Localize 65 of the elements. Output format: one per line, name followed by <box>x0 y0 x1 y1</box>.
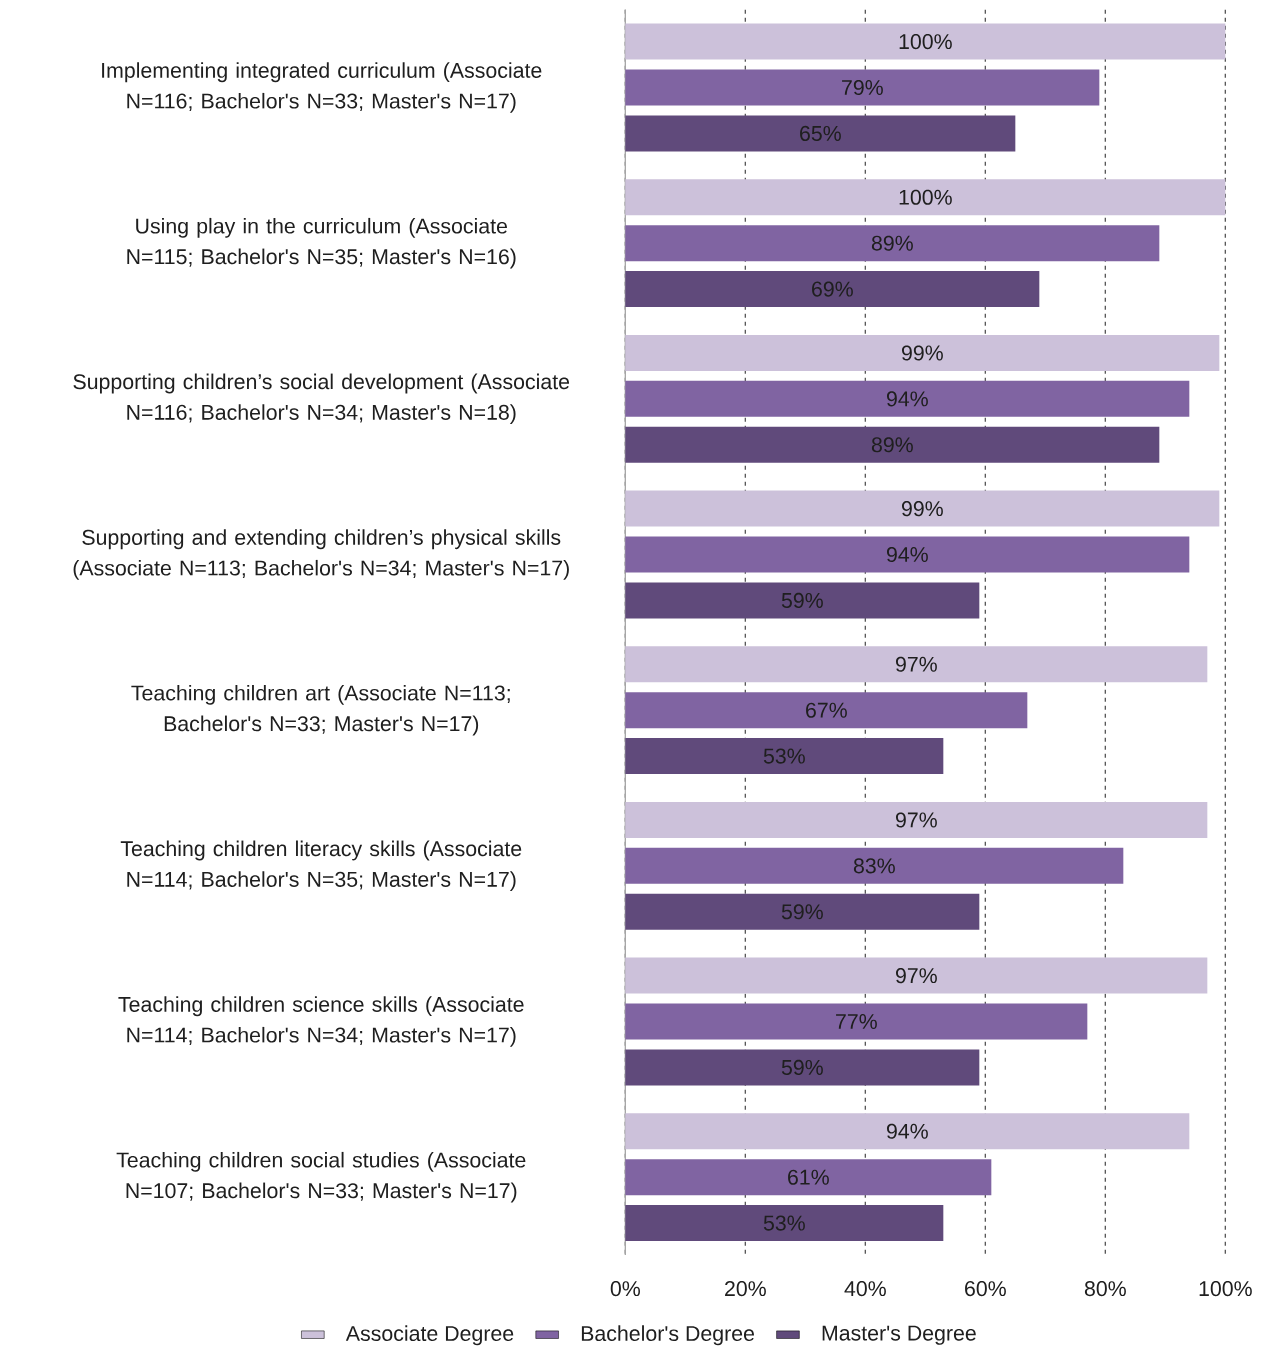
bar <box>625 426 1160 463</box>
data-label: 59% <box>781 592 823 608</box>
bar <box>625 334 1220 371</box>
data-label: 94% <box>886 391 928 407</box>
bar <box>625 692 1028 729</box>
data-label: 77% <box>836 1014 877 1029</box>
x-tick-label: 20% <box>725 1281 766 1297</box>
bar <box>625 1049 980 1086</box>
data-label: 97% <box>895 656 937 672</box>
x-tick-label: 80% <box>1084 1281 1126 1297</box>
y-tick-label: Teaching children science skills (Associate N=114; Bachelor's N=34; Master's N=17) <box>118 996 524 1047</box>
data-label: 83% <box>853 858 895 874</box>
data-label: 79% <box>842 79 883 96</box>
bar <box>625 179 1226 216</box>
legend-label: Associate Degree <box>345 1325 514 1346</box>
bar <box>625 1205 944 1242</box>
bar <box>625 69 1100 106</box>
data-label: 89% <box>871 235 913 251</box>
y-tick-label: Implementing integrated curriculum (Associate N=116; Bachelor's N=33; Master's N=17) <box>102 62 542 113</box>
data-label: 53% <box>763 748 805 764</box>
bar <box>625 23 1226 60</box>
bar <box>625 225 1160 262</box>
bar <box>625 271 1040 308</box>
data-label: 97% <box>895 812 937 828</box>
data-label: 69% <box>812 281 853 297</box>
data-label: 94% <box>886 546 928 563</box>
bar <box>625 536 1190 573</box>
data-label: 53% <box>763 1215 805 1231</box>
bar <box>625 957 1208 994</box>
bar <box>625 582 980 619</box>
data-label: 94% <box>886 1123 928 1139</box>
data-label: 67% <box>806 702 847 718</box>
data-label: 59% <box>781 904 823 920</box>
data-label: 100% <box>899 189 952 205</box>
bar <box>625 1159 992 1196</box>
data-label: 99% <box>901 501 943 517</box>
bar <box>625 738 944 775</box>
data-label: 59% <box>781 1059 823 1075</box>
bar <box>625 847 1124 884</box>
y-tick-label: Teaching children literacy skills (Associate N=114; Bachelor's N=35; Master's N=17) <box>120 840 522 892</box>
y-tick-label: Supporting and extending children’s physical skills (Associate N=113; Bachelor's N=34; Master's N=17) <box>73 529 569 580</box>
bar <box>625 490 1220 527</box>
x-tick-label: 40% <box>844 1281 886 1297</box>
data-label: 97% <box>895 968 937 984</box>
data-label: 100% <box>899 34 952 50</box>
x-tick-label: 0% <box>610 1281 640 1297</box>
bar <box>625 801 1208 838</box>
y-tick-label: Teaching children art (Associate N=113; Bachelor's N=33; Master's N=17) <box>131 684 510 736</box>
y-tick-label: Using play in the curriculum (Associate N=115; Bachelor's N=35; Master's N=16) <box>127 217 516 269</box>
data-label: 89% <box>871 437 913 453</box>
y-tick-label: Supporting children’s social development (Associate N=116; Bachelor's N=34; Master's N=18) <box>73 373 570 425</box>
x-tick-label: 60% <box>965 1281 1006 1297</box>
x-tick-label: 100% <box>1199 1281 1252 1297</box>
legend-label: Bachelor's Degree <box>581 1325 754 1346</box>
bar <box>625 893 980 930</box>
bar <box>625 1003 1088 1040</box>
bar <box>625 646 1208 683</box>
y-tick-label: Teaching children social studies (Associate N=107; Bachelor's N=33; Master's N=17) <box>116 1151 526 1203</box>
bar <box>625 380 1190 417</box>
data-label: 99% <box>901 345 943 361</box>
data-label: 65% <box>800 125 841 141</box>
legend-label: Master's Degree <box>822 1325 976 1345</box>
bar <box>625 1113 1190 1150</box>
data-label: 61% <box>788 1169 829 1185</box>
bar <box>625 115 1016 152</box>
